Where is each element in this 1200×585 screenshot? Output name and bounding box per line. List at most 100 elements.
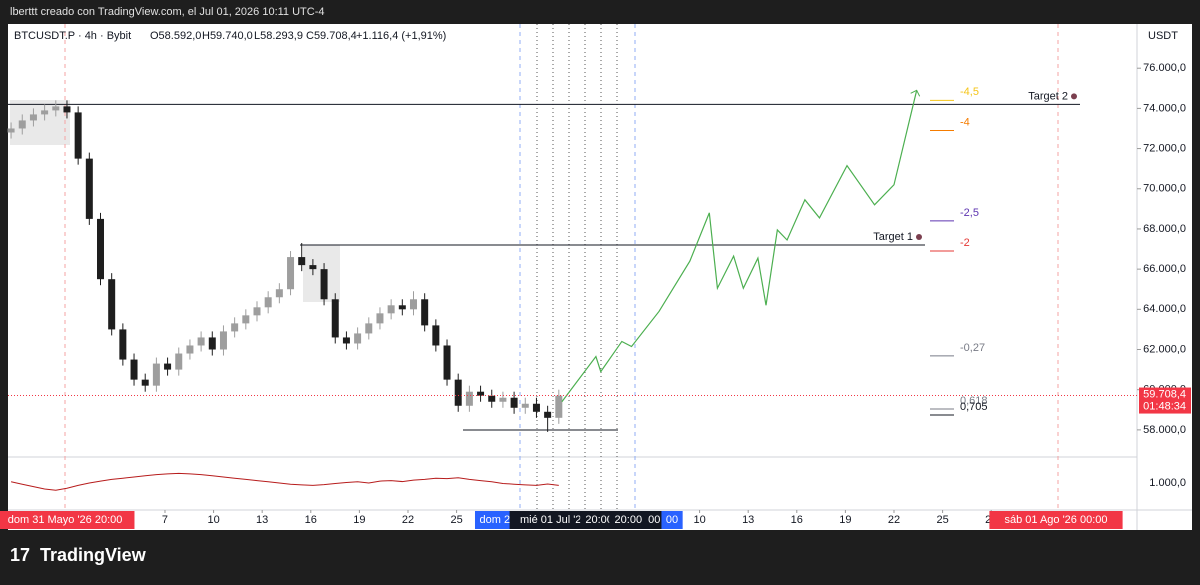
candle-body — [398, 305, 406, 310]
target-label: Target 1 — [873, 231, 913, 243]
x-tick-highlight — [580, 511, 619, 529]
candle-body — [7, 128, 15, 133]
candle-body — [331, 299, 339, 338]
candle-body — [152, 363, 160, 386]
y-tick-label: 58.000,0 — [1143, 424, 1186, 436]
x-tick-highlight — [661, 511, 683, 529]
x-tick-label: mié 01 Jul '26 — [520, 514, 588, 526]
fib-label: -4 — [960, 116, 970, 128]
candle-body — [208, 337, 216, 350]
vertical-lines — [64, 24, 1059, 510]
x-tick-label: 16 — [305, 514, 317, 526]
arrow-head — [910, 89, 921, 97]
candle-body — [510, 397, 518, 408]
candle-body — [219, 331, 227, 350]
fib-label: -2 — [960, 237, 970, 249]
candle-body — [488, 395, 496, 402]
candle-body — [85, 158, 93, 219]
y-tick-label: 76.000,0 — [1143, 62, 1186, 74]
candle-body — [298, 257, 306, 266]
logo: TradingView — [40, 545, 147, 565]
ohlc-value: L58.293,9 — [254, 30, 303, 42]
y-tick-label: 72.000,0 — [1143, 142, 1186, 154]
target-dot — [1071, 93, 1077, 100]
x-tick-label: 22 — [888, 514, 900, 526]
candle-body — [532, 403, 540, 412]
candle-body — [63, 106, 71, 113]
candle-body — [74, 112, 82, 159]
y-tick-label: 70.000,0 — [1143, 183, 1186, 195]
x-tick-highlight — [0, 511, 135, 529]
x-tick-highlight — [643, 511, 665, 529]
ohlc-value: O58.592,0 — [150, 30, 201, 42]
logo-mark: 17 — [10, 545, 30, 565]
candle-body — [186, 345, 194, 354]
x-tick-label: 25 — [936, 514, 948, 526]
target-label: Target 2 — [1028, 90, 1068, 102]
x-tick-label: 20:00 — [585, 514, 613, 526]
current-price-label: 59.708,4 — [1143, 388, 1186, 400]
fib-label: 0,618 — [960, 395, 988, 407]
x-tick-highlight — [989, 511, 1123, 529]
y-tick-label: 62.000,0 — [1143, 343, 1186, 355]
candle-body — [29, 114, 37, 121]
ohlc-value: H59.740,0 — [202, 30, 253, 42]
candle-body — [231, 323, 239, 332]
projection-line — [561, 90, 918, 403]
candle-body — [141, 379, 149, 386]
symbol: BTCUSDT.P · 4h · Bybit — [14, 30, 131, 42]
fib-label: 0,705 — [960, 401, 988, 413]
x-tick-label: 22 — [402, 514, 414, 526]
fib-label: -2,5 — [960, 207, 979, 219]
x-tick-label: 19 — [353, 514, 365, 526]
candle-body — [97, 218, 105, 280]
indicator-tick-label: 1.000,0 — [1149, 477, 1186, 489]
ohlc-value: C59.708,4 — [306, 30, 357, 42]
y-tick-label: 74.000,0 — [1143, 102, 1186, 114]
author-line: lberttt creado con TradingView.com, el J… — [10, 6, 325, 18]
x-tick-label: 00 — [648, 514, 660, 526]
candle-body — [454, 379, 462, 406]
y-tick-label: 68.000,0 — [1143, 223, 1186, 235]
x-tick-label: dom 31 Mayo '26 20:00 — [8, 514, 123, 526]
candle-body — [499, 397, 507, 402]
candle-body — [555, 395, 563, 418]
x-tick-label: sáb 01 Ago '26 00:00 — [1004, 514, 1107, 526]
candle-body — [175, 353, 183, 370]
x-tick-label: 16 — [791, 514, 803, 526]
candle-body — [376, 313, 384, 324]
candle-body — [275, 289, 283, 298]
x-tick-label: 13 — [742, 514, 754, 526]
fib-label: -4,5 — [960, 86, 979, 98]
x-tick-label: 7 — [162, 514, 168, 526]
candle-body — [354, 333, 362, 344]
candle-body — [164, 363, 172, 370]
x-tick-highlight — [509, 511, 598, 529]
x-tick-label: 13 — [256, 514, 268, 526]
countdown: 01:48:34 — [1143, 400, 1186, 412]
candle-body — [253, 307, 261, 316]
candle-body — [264, 297, 272, 308]
currency: USDT — [1148, 30, 1178, 42]
change: +1.116,4 (+1,91%) — [356, 30, 446, 42]
candle-body — [409, 299, 417, 310]
candle-body — [287, 257, 295, 290]
candle-body — [432, 325, 440, 346]
candle-body — [197, 337, 205, 346]
fib-label: -0,27 — [960, 342, 985, 354]
x-tick-highlight — [609, 511, 648, 529]
x-tick-label: 25 — [450, 514, 462, 526]
candle-body — [242, 315, 250, 324]
candle-body — [309, 265, 317, 270]
target-dot — [916, 234, 922, 241]
candle-body — [387, 305, 395, 314]
candle-body — [52, 106, 60, 111]
x-tick-label: 00 — [666, 514, 678, 526]
candle-body — [119, 329, 127, 360]
candle-body — [421, 299, 429, 326]
y-tick-label: 66.000,0 — [1143, 263, 1186, 275]
candle-body — [108, 279, 116, 330]
x-tick-label: 10 — [207, 514, 219, 526]
